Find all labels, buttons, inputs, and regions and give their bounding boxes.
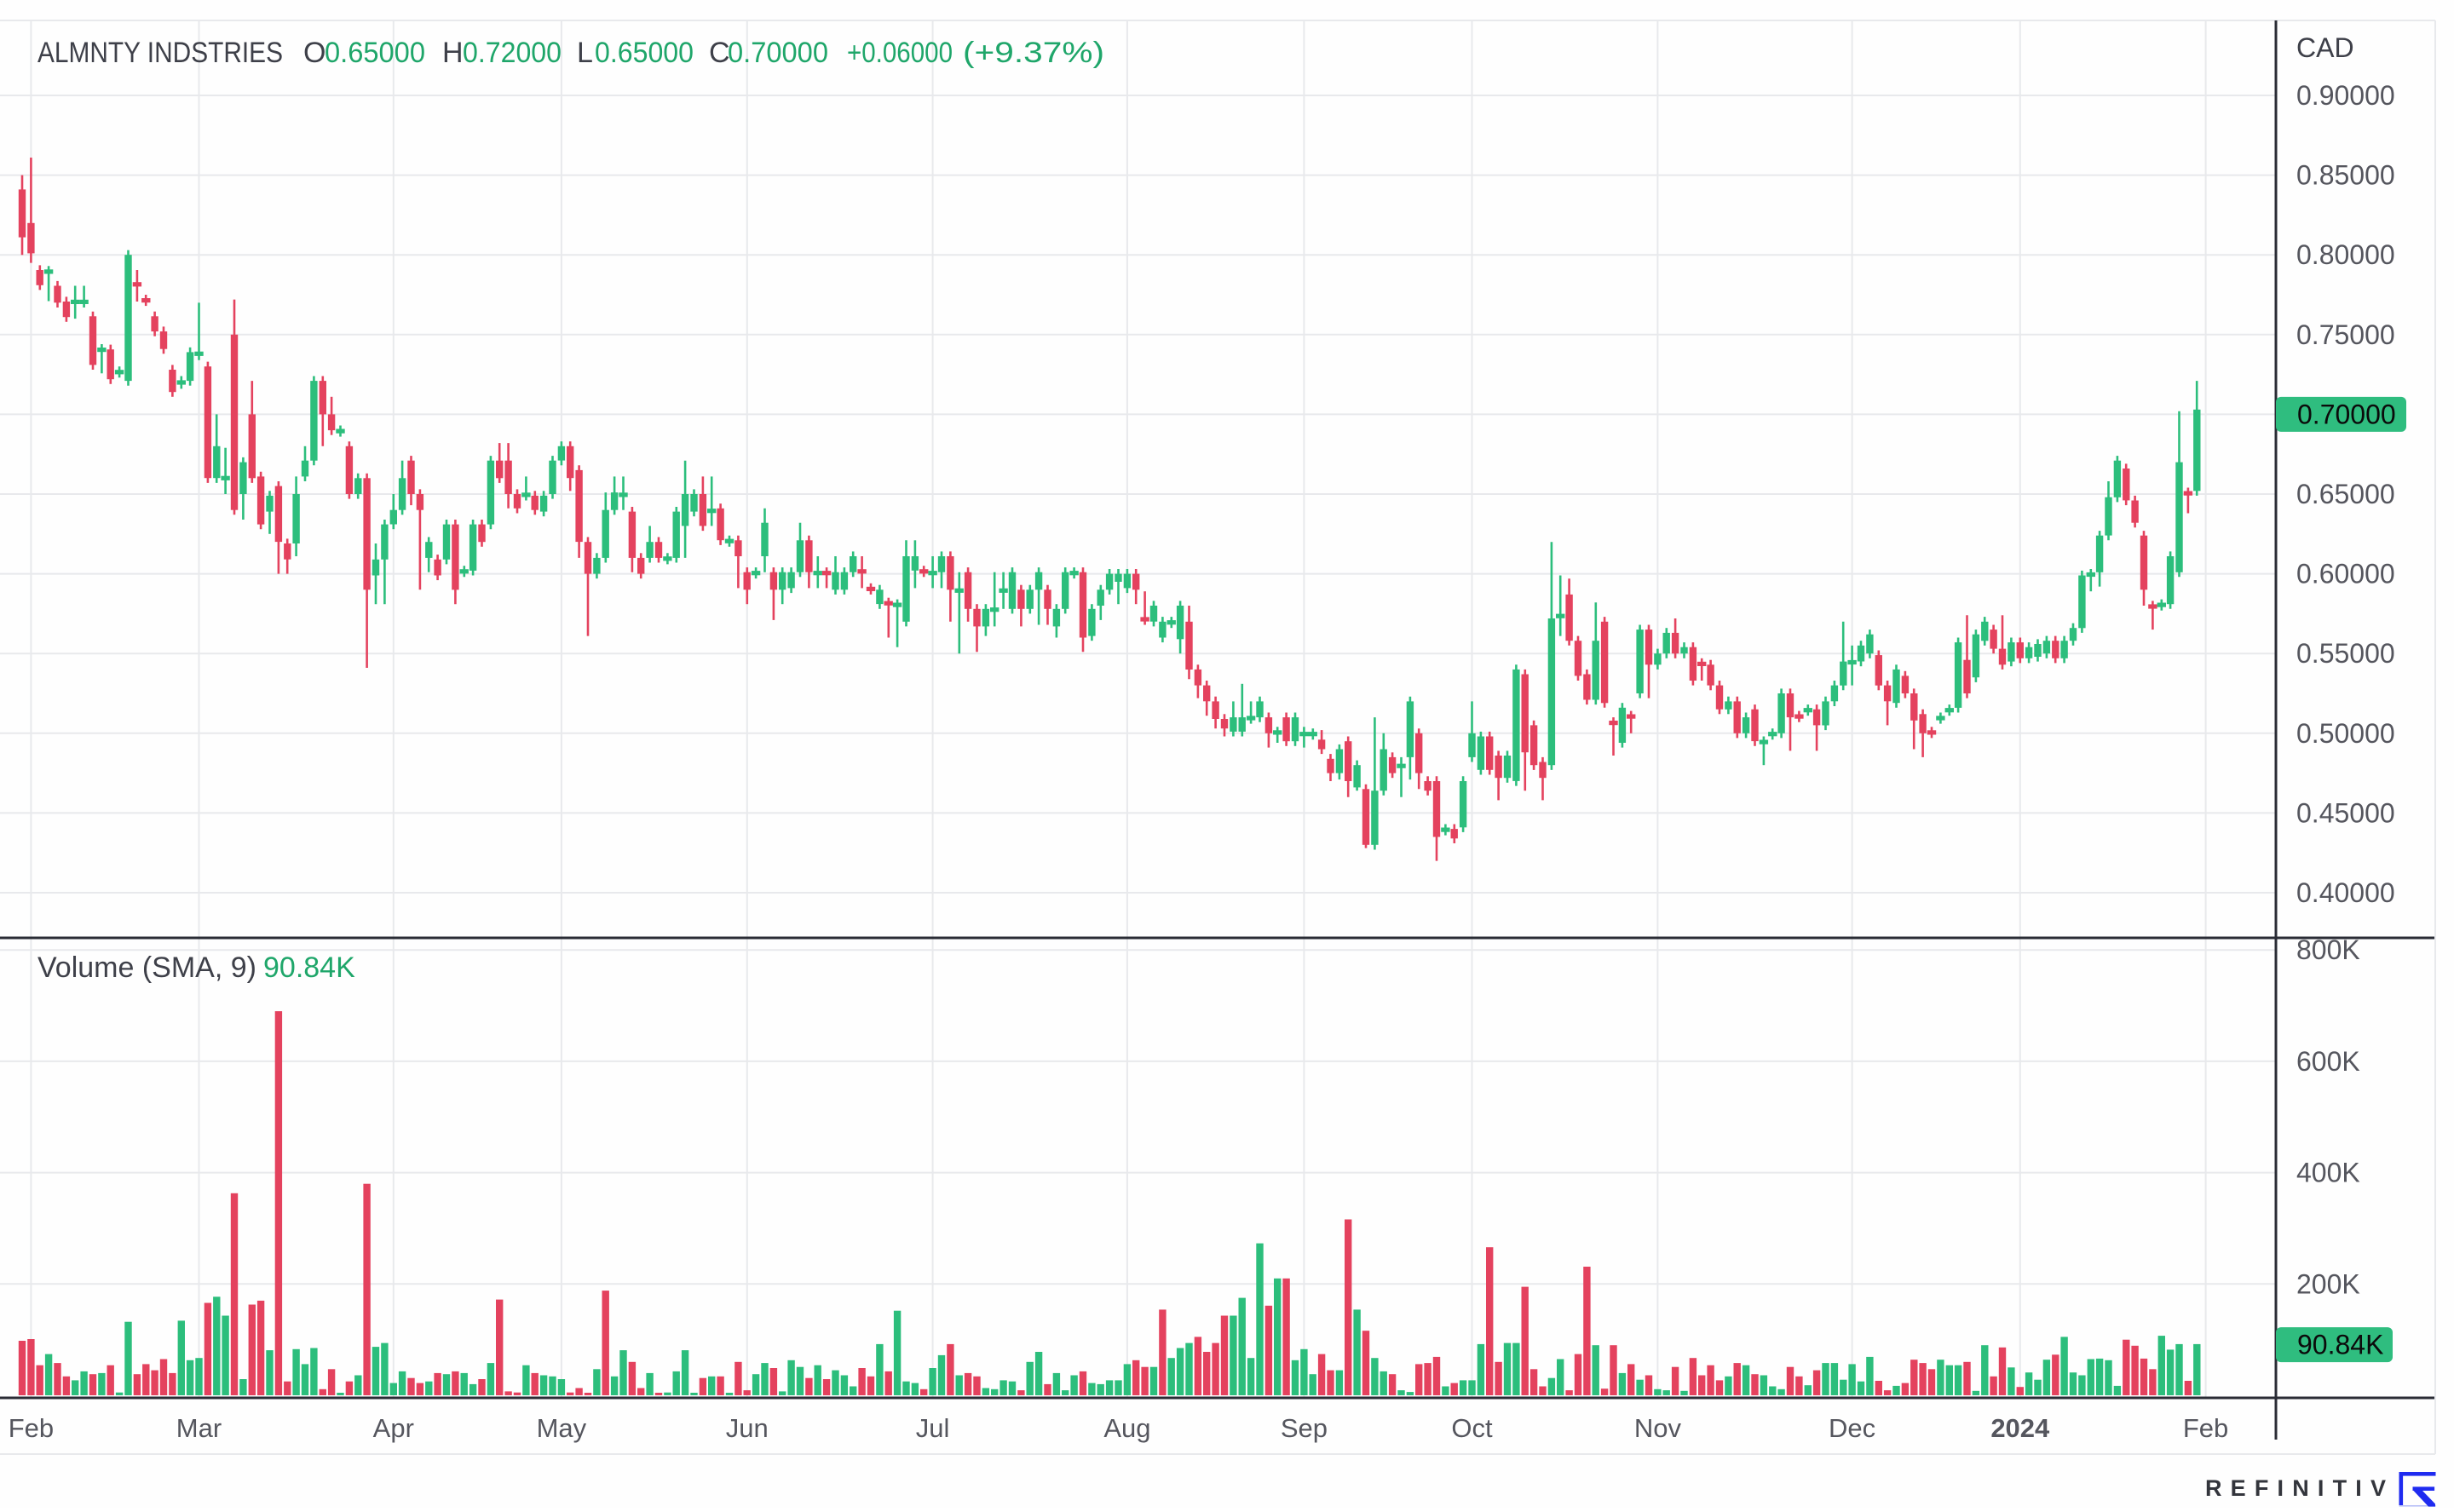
svg-text:0.55000: 0.55000 xyxy=(2296,638,2395,669)
svg-text:0.60000: 0.60000 xyxy=(2296,559,2395,589)
svg-text:0.65000: 0.65000 xyxy=(595,37,694,69)
svg-text:+0.06000: +0.06000 xyxy=(847,37,953,69)
svg-text:0.72000: 0.72000 xyxy=(463,37,562,69)
svg-text:800K: 800K xyxy=(2296,934,2360,965)
svg-text:400K: 400K xyxy=(2296,1158,2360,1188)
svg-text:0.45000: 0.45000 xyxy=(2296,797,2395,828)
svg-text:H: H xyxy=(442,37,464,69)
svg-text:Oct: Oct xyxy=(1451,1413,1493,1443)
svg-text:ALMNTY INDSTRIES: ALMNTY INDSTRIES xyxy=(37,37,283,69)
svg-text:90.84K: 90.84K xyxy=(2297,1330,2383,1360)
svg-text:Jul: Jul xyxy=(916,1413,950,1443)
svg-text:0.50000: 0.50000 xyxy=(2296,718,2395,749)
svg-text:0.75000: 0.75000 xyxy=(2296,319,2395,350)
svg-text:Apr: Apr xyxy=(373,1413,414,1443)
svg-text:0.70000: 0.70000 xyxy=(2297,399,2396,429)
svg-text:Volume (SMA, 9): Volume (SMA, 9) xyxy=(37,951,256,984)
svg-text:Aug: Aug xyxy=(1103,1413,1150,1443)
svg-text:Sep: Sep xyxy=(1281,1413,1328,1443)
svg-text:Feb: Feb xyxy=(2183,1413,2228,1443)
svg-text:C: C xyxy=(709,37,730,69)
svg-text:L: L xyxy=(577,37,593,69)
svg-text:600K: 600K xyxy=(2296,1046,2360,1077)
svg-text:Dec: Dec xyxy=(1829,1413,1875,1443)
svg-text:200K: 200K xyxy=(2296,1268,2360,1299)
svg-text:Feb: Feb xyxy=(9,1413,54,1443)
svg-text:Mar: Mar xyxy=(176,1413,222,1443)
svg-text:Jun: Jun xyxy=(726,1413,769,1443)
svg-text:90.84K: 90.84K xyxy=(263,951,355,984)
svg-text:CAD: CAD xyxy=(2296,32,2354,63)
svg-text:Nov: Nov xyxy=(1634,1413,1682,1443)
svg-text:0.85000: 0.85000 xyxy=(2296,160,2395,191)
svg-text:O: O xyxy=(303,37,325,69)
svg-text:0.70000: 0.70000 xyxy=(728,37,828,69)
svg-text:0.65000: 0.65000 xyxy=(2296,479,2395,509)
svg-text:0.40000: 0.40000 xyxy=(2296,877,2395,908)
svg-text:0.65000: 0.65000 xyxy=(325,37,425,69)
svg-text:May: May xyxy=(537,1413,587,1443)
svg-text:0.80000: 0.80000 xyxy=(2296,239,2395,270)
svg-text:2024: 2024 xyxy=(1990,1413,2050,1443)
svg-text:REFINITIV: REFINITIV xyxy=(2205,1475,2386,1501)
svg-text:(+9.37%): (+9.37%) xyxy=(963,37,1104,69)
svg-text:0.90000: 0.90000 xyxy=(2296,80,2395,111)
